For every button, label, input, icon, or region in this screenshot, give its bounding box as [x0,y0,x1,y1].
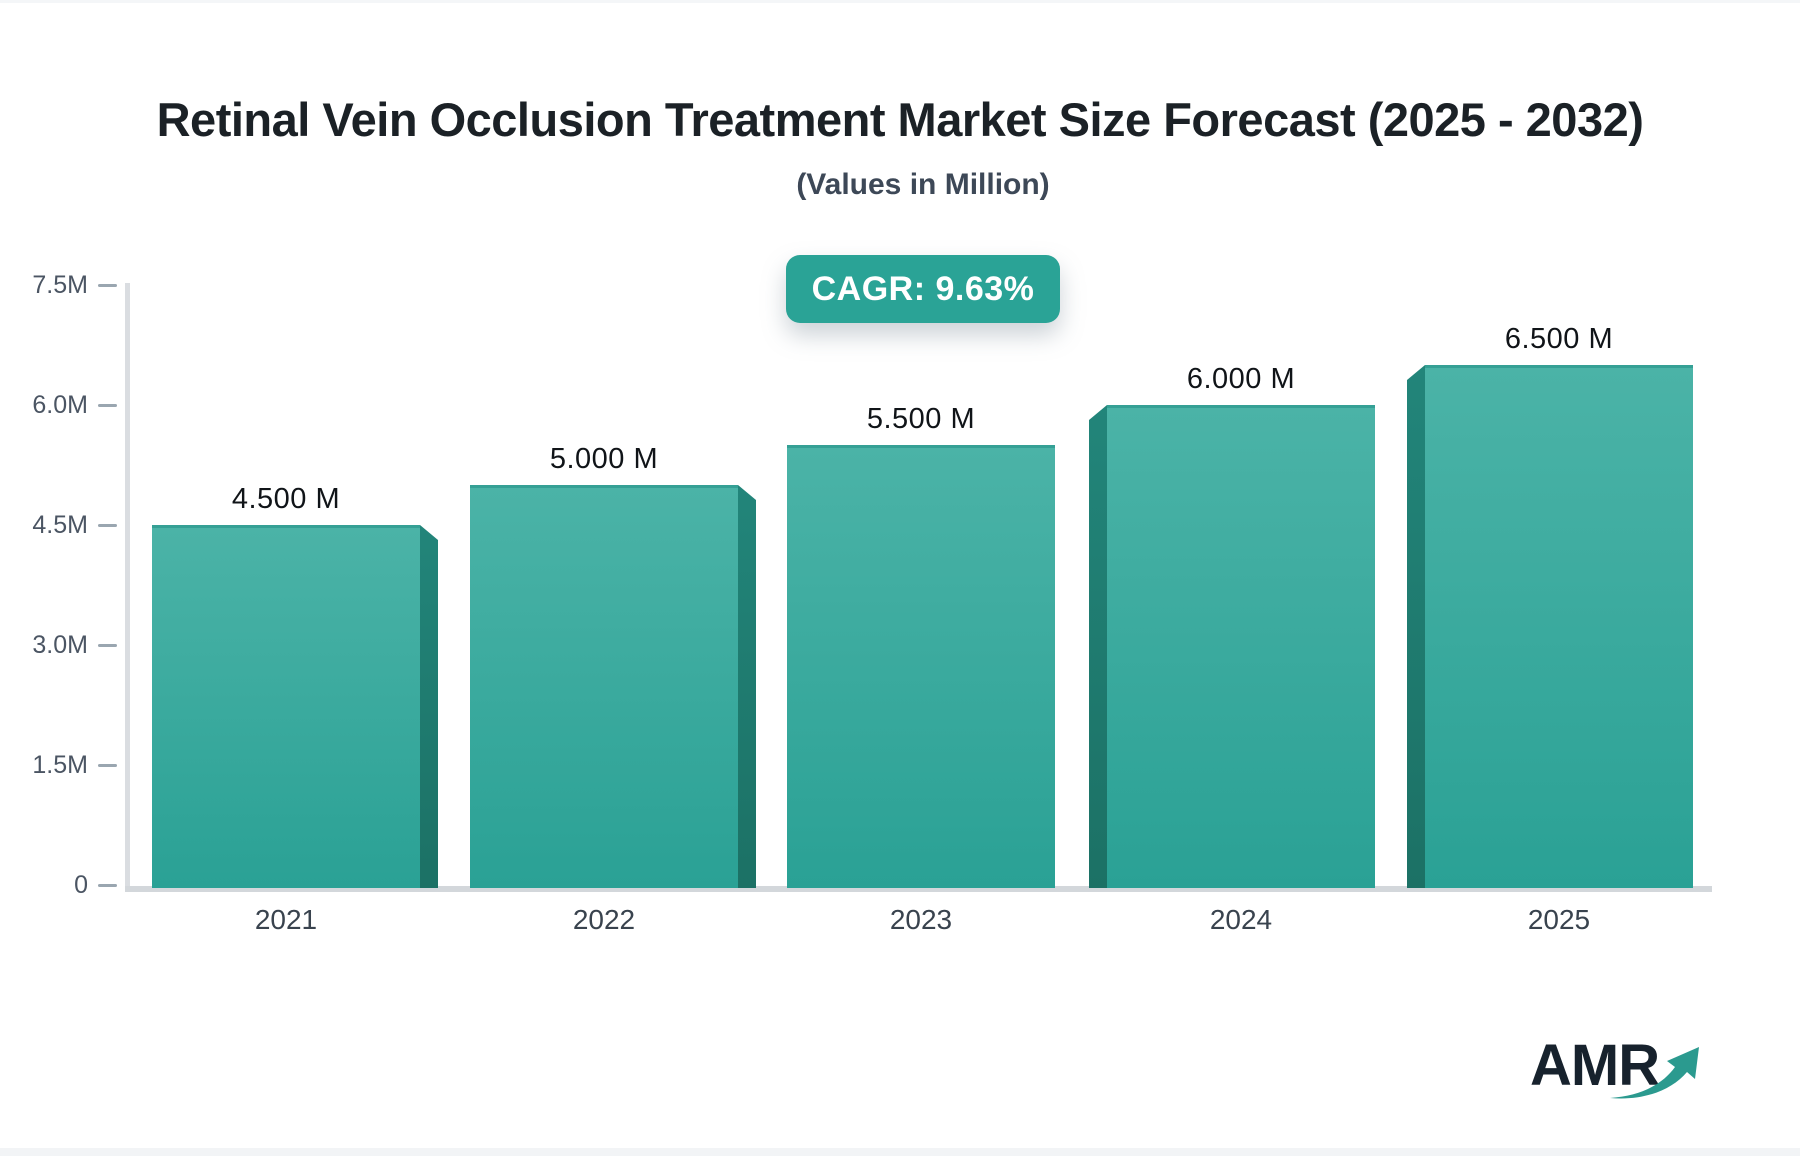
chart-subtitle: (Values in Million) [796,168,1050,201]
bar-value-label: 6.500 M [1504,323,1614,355]
y-tick-mark [98,764,117,767]
x-axis-label-2024: 2024 [1209,904,1273,935]
bar-value-label: 6.000 M [1186,363,1296,395]
y-axis-line [125,283,130,890]
bar-2022 [470,485,738,888]
y-tick-mark [98,644,117,647]
x-axis-line [125,886,1712,892]
y-tick-label: 7.5M [32,271,88,299]
y-tick-mark [98,404,117,407]
y-tick-mark [98,884,117,887]
bar-value-label: 5.000 M [549,443,659,475]
x-axis-label-2021: 2021 [254,904,318,935]
bar-value-label: 4.500 M [231,483,341,515]
y-tick-label: 0 [74,871,88,899]
x-axis-label-2022: 2022 [572,904,636,935]
y-tick-label: 3.0M [32,631,88,659]
x-axis-label-2025: 2025 [1527,904,1591,935]
chart-title: Retinal Vein Occlusion Treatment Market … [156,93,1644,146]
y-tick-mark [98,284,117,287]
bar-2024-side-face [1089,405,1107,888]
amr-logo: AMR [1530,1032,1730,1122]
y-tick-label: 6.0M [32,391,88,419]
y-tick-label: 4.5M [32,511,88,539]
cagr-badge: CAGR: 9.63% [786,255,1060,323]
bar-2022-side-face [738,485,756,888]
bar-2024 [1107,405,1375,888]
x-axis-label-2023: 2023 [889,904,953,935]
y-tick-mark [98,524,117,527]
bar-2025-side-face [1407,365,1425,888]
bottom-edge-strip [0,1148,1800,1156]
top-edge-strip [0,0,1800,3]
cagr-badge-label: CAGR: 9.63% [811,269,1035,308]
bar-2023 [787,445,1055,888]
y-tick-label: 1.5M [32,751,88,779]
amr-logo-text: AMR [1530,1033,1660,1098]
bar-value-label: 5.500 M [866,403,976,435]
bar-2021-side-face [420,525,438,888]
bar-2021 [152,525,420,888]
bar-2025 [1425,365,1693,888]
growth-arrow-icon [1610,1047,1699,1099]
